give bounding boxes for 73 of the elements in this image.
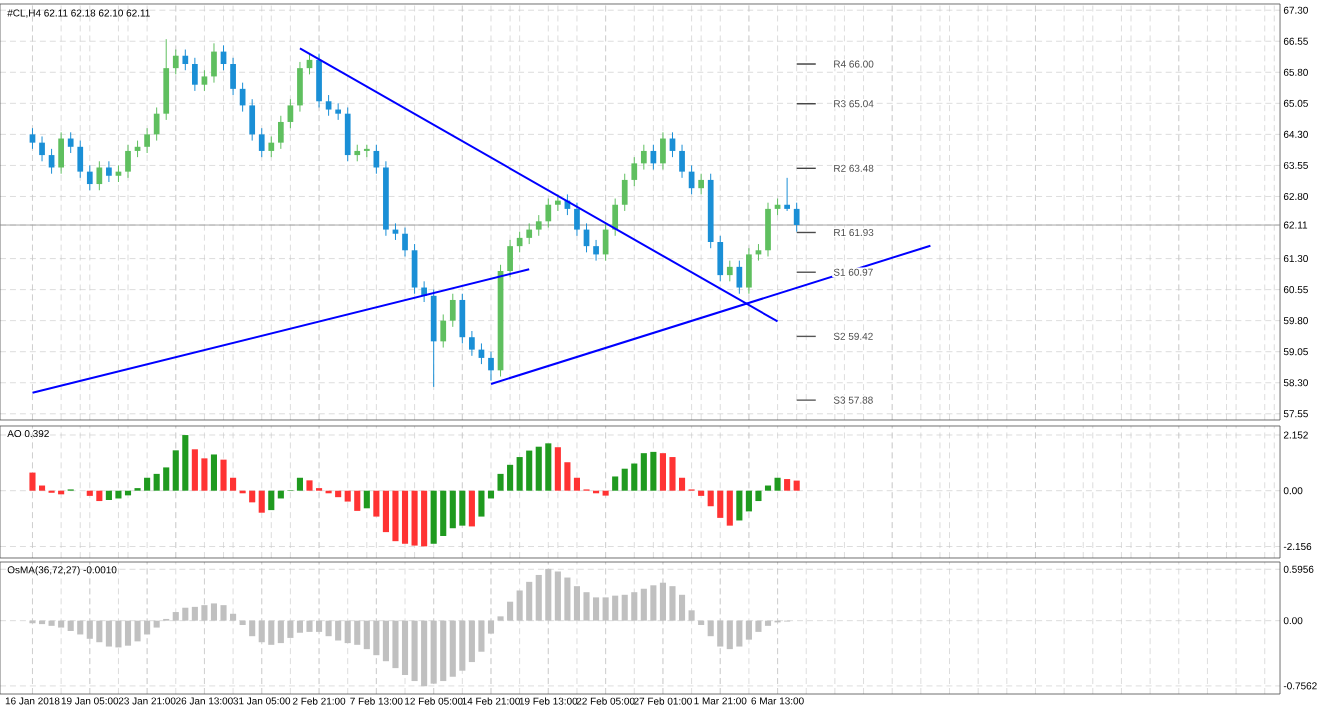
candlestick [593, 239, 599, 262]
candlestick [125, 144, 131, 179]
candlestick [402, 227, 408, 257]
candlestick [277, 115, 284, 150]
candlestick [440, 313, 447, 349]
candlestick [77, 140, 84, 179]
bar [363, 490, 370, 509]
candlestick [726, 260, 733, 282]
bar [373, 490, 380, 517]
candlestick [784, 177, 790, 212]
candlestick [39, 135, 45, 162]
candlestick [660, 131, 666, 171]
candlestick [344, 106, 351, 162]
bar [296, 477, 303, 491]
bar [688, 610, 695, 621]
candlestick [574, 202, 580, 237]
candlestick [449, 293, 456, 328]
candlestick [144, 127, 150, 154]
bar [698, 490, 705, 496]
candlestick [86, 164, 93, 191]
bar [793, 480, 800, 491]
candlestick [172, 49, 179, 75]
candlestick [106, 160, 112, 183]
candlestick [67, 131, 74, 154]
candlestick [211, 42, 217, 84]
candlestick [717, 235, 724, 282]
candlestick [526, 222, 533, 245]
candlestick [746, 247, 752, 295]
candlestick [163, 38, 170, 121]
candlestick [258, 127, 265, 158]
candlestick [507, 239, 513, 278]
candlestick [640, 144, 647, 171]
candlestick [516, 231, 523, 253]
candlestick [230, 57, 236, 96]
candlestick [554, 193, 561, 212]
candlestick [430, 289, 437, 388]
bar [258, 490, 265, 513]
candlestick [29, 127, 36, 150]
bar [784, 479, 791, 491]
candlestick [736, 260, 743, 295]
candlestick [325, 94, 332, 117]
candlestick [153, 106, 160, 142]
candlestick [58, 131, 64, 175]
candlestick [96, 160, 103, 191]
candlestick [698, 173, 705, 195]
candlestick [631, 156, 638, 187]
candlestick [621, 173, 628, 212]
bar [268, 490, 275, 511]
candlestick [192, 57, 198, 92]
candlestick [182, 49, 189, 71]
candlestick [316, 53, 322, 108]
candlestick [201, 69, 208, 92]
bar [726, 490, 733, 526]
bar [210, 454, 218, 491]
candlestick [612, 198, 619, 237]
bar [612, 476, 619, 491]
candlestick [765, 202, 771, 257]
bar [153, 620, 160, 628]
bar [774, 477, 781, 491]
candlestick [535, 214, 542, 237]
candlestick [297, 61, 303, 113]
bar [602, 490, 609, 496]
bar [764, 485, 772, 491]
bar [736, 490, 743, 521]
candlestick [793, 202, 800, 233]
candlestick [469, 330, 475, 357]
candlestick [249, 98, 256, 142]
candlestick [268, 135, 275, 158]
candlestick [679, 144, 685, 179]
candlestick [545, 198, 552, 229]
bar [468, 490, 475, 527]
candlestick [488, 351, 494, 382]
candlestick [459, 293, 466, 344]
